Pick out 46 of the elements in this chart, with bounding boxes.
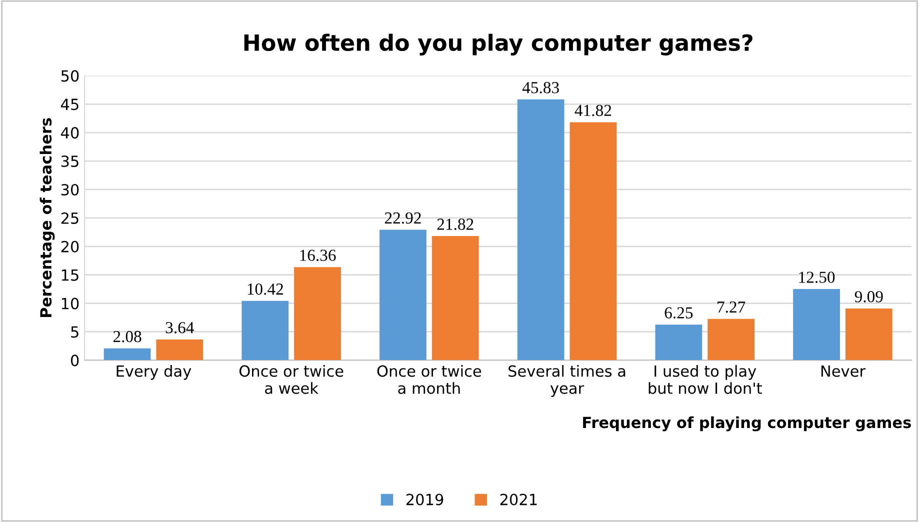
y-tick-label: 35 bbox=[61, 156, 78, 168]
y-tick-label: 25 bbox=[61, 212, 78, 224]
data-label: 10.42 bbox=[248, 283, 283, 295]
bar bbox=[793, 289, 840, 360]
y-tick-label: 15 bbox=[62, 270, 78, 281]
data-label: 45.83 bbox=[522, 82, 559, 94]
legend-label: 2021 bbox=[500, 494, 537, 506]
bar bbox=[104, 348, 151, 360]
data-label: 12.50 bbox=[799, 272, 835, 283]
x-axis-title: Frequency of playing computer games bbox=[583, 416, 911, 432]
bar bbox=[294, 267, 341, 360]
x-tick-label: Never bbox=[821, 366, 866, 377]
data-label: 7.27 bbox=[718, 301, 746, 313]
legend-label: 2019 bbox=[406, 494, 444, 506]
data-label: 21.82 bbox=[437, 218, 474, 230]
bar bbox=[242, 300, 289, 360]
bar bbox=[708, 318, 754, 360]
bar bbox=[432, 236, 479, 360]
x-tick-label: I used to play but now I don't bbox=[648, 365, 762, 394]
bar bbox=[845, 308, 892, 360]
chart-title: How often do you play computer games? bbox=[244, 34, 752, 56]
y-tick-label: 45 bbox=[60, 98, 78, 110]
x-tick-label: Once or twice a month bbox=[377, 365, 482, 394]
data-label: 9.09 bbox=[854, 291, 883, 302]
y-tick-label: 20 bbox=[61, 240, 79, 252]
data-label: 16.36 bbox=[300, 250, 336, 262]
y-axis-title: Percentage of teachers bbox=[40, 118, 55, 318]
y-tick-label: 40 bbox=[60, 127, 79, 139]
y-tick-label: 10 bbox=[62, 298, 79, 310]
x-tick-label: Several times a year bbox=[508, 365, 626, 397]
data-label: 22.92 bbox=[384, 212, 421, 224]
y-tick-label: 30 bbox=[61, 184, 79, 196]
y-tick-label: 0 bbox=[70, 354, 79, 366]
data-label: 6.25 bbox=[664, 307, 693, 319]
bar bbox=[156, 339, 204, 360]
bar bbox=[517, 99, 564, 360]
bar bbox=[380, 230, 426, 360]
y-tick-label: 5 bbox=[71, 326, 78, 338]
data-label: 41.82 bbox=[574, 104, 612, 116]
data-label: 2.08 bbox=[113, 330, 142, 342]
data-label: 3.64 bbox=[166, 322, 194, 334]
y-tick-label: 50 bbox=[61, 70, 79, 82]
x-tick-label: Once or twice a week bbox=[239, 365, 344, 394]
x-tick-label: Every day bbox=[116, 365, 192, 380]
bar bbox=[570, 122, 617, 360]
bar bbox=[655, 324, 702, 360]
